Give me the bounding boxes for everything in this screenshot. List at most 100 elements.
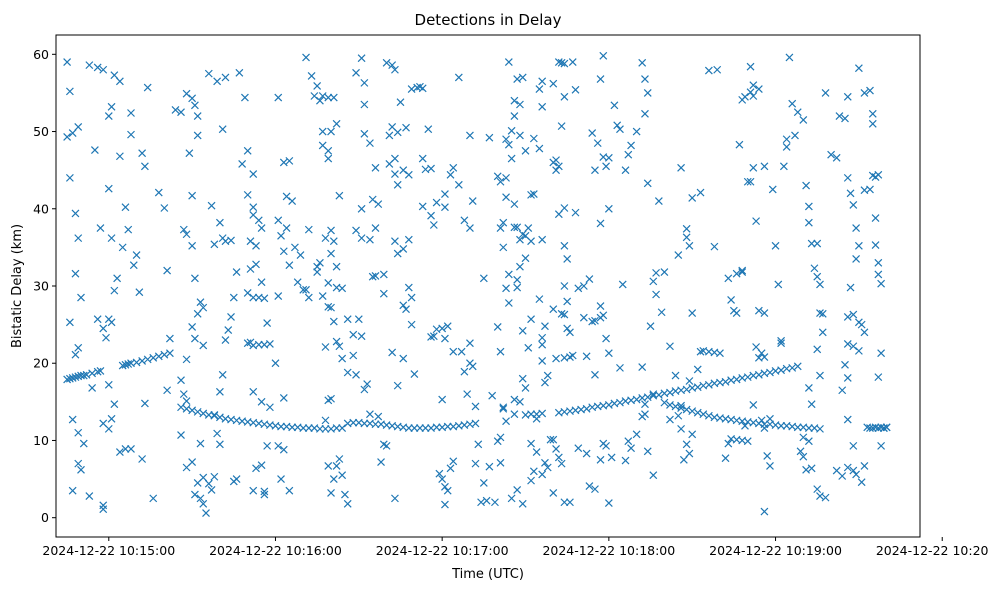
data-point bbox=[318, 92, 327, 100]
data-point bbox=[874, 424, 883, 433]
data-point bbox=[554, 58, 563, 66]
data-point bbox=[213, 77, 222, 86]
data-point bbox=[279, 247, 288, 256]
data-point bbox=[71, 373, 80, 382]
data-point bbox=[649, 390, 658, 399]
y-tick-label: 0 bbox=[41, 510, 49, 525]
data-point bbox=[427, 211, 435, 220]
data-point bbox=[321, 416, 330, 425]
data-point bbox=[374, 412, 383, 421]
data-point bbox=[504, 58, 513, 66]
data-point bbox=[218, 370, 227, 379]
data-point bbox=[227, 312, 235, 321]
data-point bbox=[235, 68, 244, 77]
data-point bbox=[354, 315, 363, 324]
data-point bbox=[538, 102, 547, 111]
data-point bbox=[652, 290, 661, 299]
data-point bbox=[779, 162, 788, 171]
data-point bbox=[685, 449, 694, 458]
data-point bbox=[793, 423, 802, 432]
data-point bbox=[560, 59, 569, 68]
data-point bbox=[388, 122, 397, 131]
data-point bbox=[679, 455, 688, 464]
data-point bbox=[279, 158, 288, 167]
data-point bbox=[491, 498, 499, 507]
data-point bbox=[63, 133, 72, 141]
x-tick-label: 2024-12-22 10:17:00 bbox=[376, 543, 509, 558]
data-point bbox=[496, 433, 505, 442]
data-point bbox=[463, 390, 472, 399]
data-point bbox=[68, 486, 77, 495]
data-point bbox=[607, 453, 616, 462]
data-point bbox=[363, 380, 372, 389]
data-point bbox=[288, 197, 297, 205]
data-point bbox=[135, 288, 144, 297]
data-point bbox=[402, 305, 410, 314]
data-point bbox=[688, 309, 697, 317]
data-point bbox=[438, 475, 447, 484]
data-point bbox=[427, 164, 435, 173]
data-point bbox=[260, 487, 269, 496]
data-point bbox=[393, 249, 402, 258]
data-point bbox=[766, 368, 774, 377]
data-point bbox=[107, 318, 116, 327]
data-point bbox=[74, 343, 83, 352]
data-point bbox=[104, 424, 113, 433]
data-point bbox=[604, 349, 613, 358]
data-point bbox=[704, 66, 713, 75]
data-point bbox=[454, 180, 463, 189]
data-point bbox=[190, 334, 199, 343]
data-point bbox=[441, 482, 449, 491]
data-point bbox=[527, 237, 535, 246]
data-point bbox=[215, 440, 224, 449]
data-point bbox=[507, 494, 516, 503]
data-point bbox=[760, 309, 769, 317]
data-point bbox=[271, 359, 280, 368]
data-point bbox=[254, 340, 263, 349]
data-point bbox=[418, 154, 427, 163]
x-tick-label: 2024-12-22 10:20:00 bbox=[876, 543, 988, 558]
data-point bbox=[760, 162, 769, 171]
data-point bbox=[221, 336, 230, 344]
data-point bbox=[485, 462, 494, 471]
data-point bbox=[160, 350, 169, 359]
data-point bbox=[502, 135, 510, 144]
data-point bbox=[532, 448, 541, 456]
data-point bbox=[877, 279, 886, 288]
data-point bbox=[493, 323, 502, 331]
data-point bbox=[252, 260, 260, 269]
data-point bbox=[352, 226, 360, 235]
data-point bbox=[360, 100, 369, 109]
data-point bbox=[535, 85, 544, 93]
data-point bbox=[138, 149, 147, 158]
data-point bbox=[343, 499, 352, 508]
data-point bbox=[441, 334, 449, 343]
data-point bbox=[627, 141, 635, 150]
data-point bbox=[343, 368, 352, 377]
data-point bbox=[443, 486, 452, 495]
data-point bbox=[516, 397, 524, 406]
data-point bbox=[63, 375, 72, 384]
data-point bbox=[446, 170, 455, 179]
data-point bbox=[249, 170, 258, 178]
data-point bbox=[277, 231, 285, 240]
data-point bbox=[327, 249, 335, 258]
data-point bbox=[324, 302, 333, 311]
data-point bbox=[821, 88, 830, 97]
data-point bbox=[96, 224, 105, 233]
data-point bbox=[638, 363, 647, 372]
data-point bbox=[529, 190, 538, 199]
data-point bbox=[552, 166, 560, 175]
y-axis-label: Bistatic Delay (km) bbox=[10, 224, 25, 348]
data-point bbox=[743, 177, 752, 186]
data-point bbox=[121, 360, 130, 369]
data-point bbox=[265, 403, 274, 412]
data-point bbox=[674, 411, 683, 420]
data-point bbox=[804, 384, 813, 392]
data-point bbox=[304, 424, 313, 433]
data-point bbox=[852, 224, 861, 233]
data-point bbox=[763, 451, 772, 460]
chart-title: Detections in Delay bbox=[415, 11, 562, 29]
data-point bbox=[521, 146, 530, 155]
data-point bbox=[538, 340, 547, 349]
